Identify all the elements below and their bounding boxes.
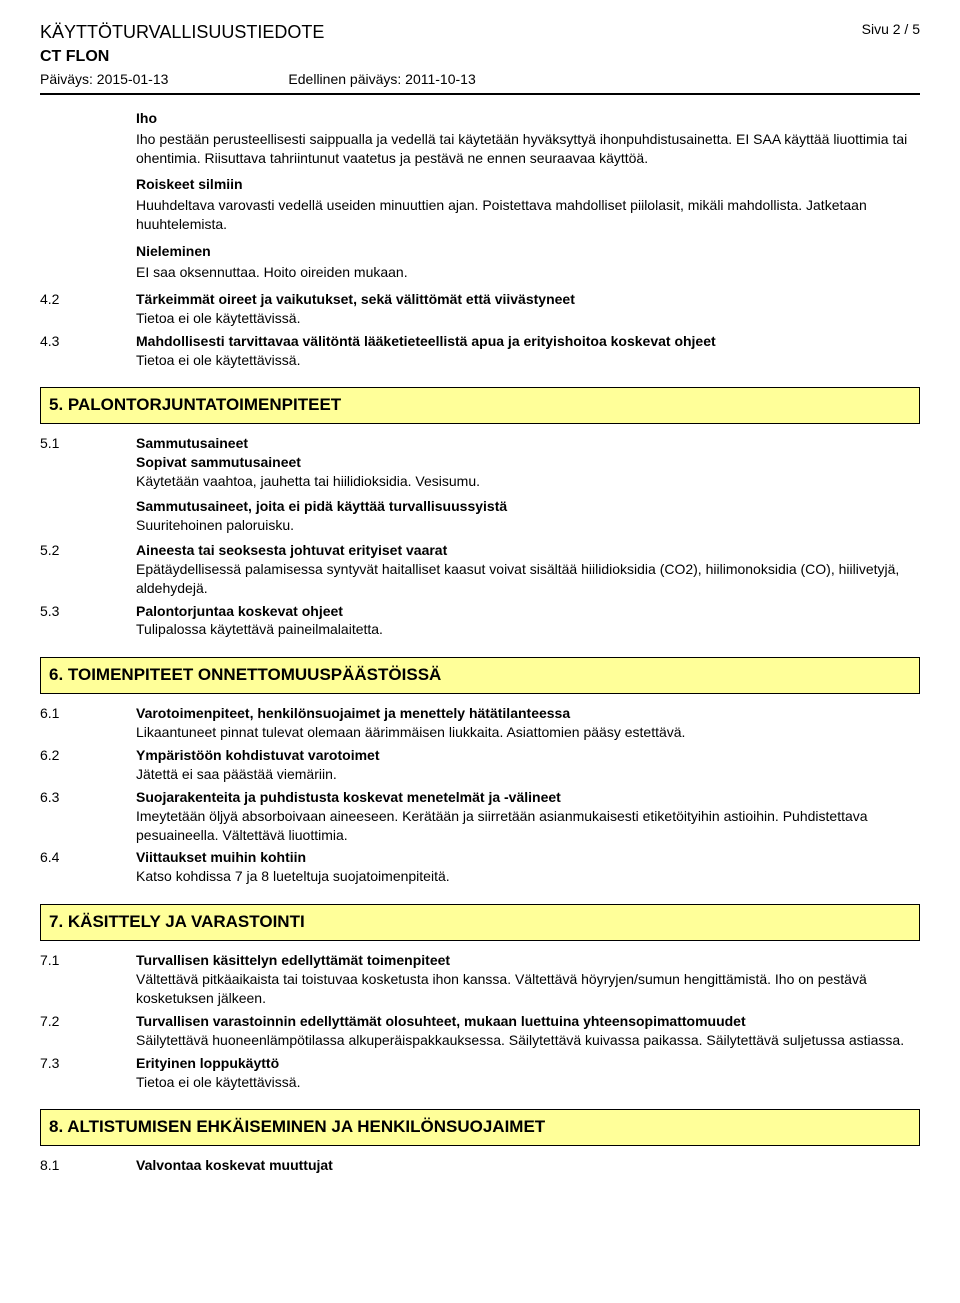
head-4-2: Tärkeimmät oireet ja vaikutukset, sekä v…	[136, 290, 920, 309]
row-7-2: 7.2 Turvallisen varastoinnin edellyttämä…	[40, 1012, 920, 1050]
text-6-2: Jätettä ei saa päästää viemäriin.	[136, 765, 920, 784]
subhead-5-1a: Sopivat sammutusaineet	[136, 453, 920, 472]
head-6-1: Varotoimenpiteet, henkilönsuojaimet ja m…	[136, 704, 920, 723]
number-5-3: 5.3	[40, 602, 136, 640]
row-5-1: 5.1 Sammutusaineet Sopivat sammutusainee…	[40, 434, 920, 536]
date-previous: Edellinen päiväys: 2011-10-13	[288, 70, 475, 89]
text-6-4: Katso kohdissa 7 ja 8 lueteltuja suojato…	[136, 867, 920, 886]
text-roiskeet: Huuhdeltava varovasti vedellä useiden mi…	[136, 196, 920, 234]
text-7-2: Säilytettävä huoneenlämpötilassa alkuper…	[136, 1031, 920, 1050]
number-6-1: 6.1	[40, 704, 136, 742]
page-number: Sivu 2 / 5	[862, 20, 920, 39]
section-bar-6: 6. TOIMENPITEET ONNETTOMUUSPÄÄSTÖISSÄ	[40, 657, 920, 694]
number-8-1: 8.1	[40, 1156, 136, 1175]
date-current: Päiväys: 2015-01-13	[40, 70, 168, 89]
number-6-2: 6.2	[40, 746, 136, 784]
page-header: KÄYTTÖTURVALLISUUSTIEDOTE Sivu 2 / 5 CT …	[40, 20, 920, 95]
head-5-3: Palontorjuntaa koskevat ohjeet	[136, 602, 920, 621]
row-5-3: 5.3 Palontorjuntaa koskevat ohjeet Tulip…	[40, 602, 920, 640]
row-6-1: 6.1 Varotoimenpiteet, henkilönsuojaimet …	[40, 704, 920, 742]
row-4-2: 4.2 Tärkeimmät oireet ja vaikutukset, se…	[40, 290, 920, 328]
subhead-iho: Iho	[136, 109, 920, 128]
text-5-1b: Suuritehoinen paloruisku.	[136, 516, 920, 535]
row-8-1: 8.1 Valvontaa koskevat muuttujat	[40, 1156, 920, 1175]
text-iho: Iho pestään perusteellisesti saippualla …	[136, 130, 920, 168]
text-7-3: Tietoa ei ole käytettävissä.	[136, 1073, 920, 1092]
section-bar-7: 7. KÄSITTELY JA VARASTOINTI	[40, 904, 920, 941]
number-7-2: 7.2	[40, 1012, 136, 1050]
head-7-1: Turvallisen käsittelyn edellyttämät toim…	[136, 951, 920, 970]
text-5-3: Tulipalossa käytettävä paineilmalaitetta…	[136, 620, 920, 639]
row-7-1: 7.1 Turvallisen käsittelyn edellyttämät …	[40, 951, 920, 1008]
text-4-2: Tietoa ei ole käytettävissä.	[136, 309, 920, 328]
head-8-1: Valvontaa koskevat muuttujat	[136, 1156, 920, 1175]
subhead-nieleminen: Nieleminen	[136, 242, 920, 261]
number-7-1: 7.1	[40, 951, 136, 1008]
head-4-3: Mahdollisesti tarvittavaa välitöntä lääk…	[136, 332, 920, 351]
number-4-2: 4.2	[40, 290, 136, 328]
head-5-2: Aineesta tai seoksesta johtuvat erityise…	[136, 541, 920, 560]
row-6-3: 6.3 Suojarakenteita ja puhdistusta koske…	[40, 788, 920, 845]
row-6-4: 6.4 Viittaukset muihin kohtiin Katso koh…	[40, 848, 920, 886]
number-5-1: 5.1	[40, 434, 136, 536]
head-6-3: Suojarakenteita ja puhdistusta koskevat …	[136, 788, 920, 807]
number-6-3: 6.3	[40, 788, 136, 845]
product-name: CT FLON	[40, 46, 920, 68]
head-6-4: Viittaukset muihin kohtiin	[136, 848, 920, 867]
number-6-4: 6.4	[40, 848, 136, 886]
document-title: KÄYTTÖTURVALLISUUSTIEDOTE	[40, 20, 324, 44]
text-6-1: Likaantuneet pinnat tulevat olemaan ääri…	[136, 723, 920, 742]
text-5-1a: Käytetään vaahtoa, jauhetta tai hiilidio…	[136, 472, 920, 491]
subhead-roiskeet: Roiskeet silmiin	[136, 175, 920, 194]
text-7-1: Vältettävä pitkäaikaista tai toistuvaa k…	[136, 970, 920, 1008]
number-5-2: 5.2	[40, 541, 136, 598]
text-6-3: Imeytetään öljyä absorboivaan aineeseen.…	[136, 807, 920, 845]
number-7-3: 7.3	[40, 1054, 136, 1092]
section-bar-5: 5. PALONTORJUNTATOIMENPITEET	[40, 387, 920, 424]
head-6-2: Ympäristöön kohdistuvat varotoimet	[136, 746, 920, 765]
row-7-3: 7.3 Erityinen loppukäyttö Tietoa ei ole …	[40, 1054, 920, 1092]
head-7-3: Erityinen loppukäyttö	[136, 1054, 920, 1073]
row-5-2: 5.2 Aineesta tai seoksesta johtuvat erit…	[40, 541, 920, 598]
head-5-1: Sammutusaineet	[136, 434, 920, 453]
section-bar-8: 8. ALTISTUMISEN EHKÄISEMINEN JA HENKILÖN…	[40, 1109, 920, 1146]
subhead-5-1b: Sammutusaineet, joita ei pidä käyttää tu…	[136, 497, 920, 516]
text-nieleminen: EI saa oksennuttaa. Hoito oireiden mukaa…	[136, 263, 920, 282]
text-4-3: Tietoa ei ole käytettävissä.	[136, 351, 920, 370]
row-6-2: 6.2 Ympäristöön kohdistuvat varotoimet J…	[40, 746, 920, 784]
row-4-3: 4.3 Mahdollisesti tarvittavaa välitöntä …	[40, 332, 920, 370]
text-5-2: Epätäydellisessä palamisessa syntyvät ha…	[136, 560, 920, 598]
head-7-2: Turvallisen varastoinnin edellyttämät ol…	[136, 1012, 920, 1031]
number-4-3: 4.3	[40, 332, 136, 370]
